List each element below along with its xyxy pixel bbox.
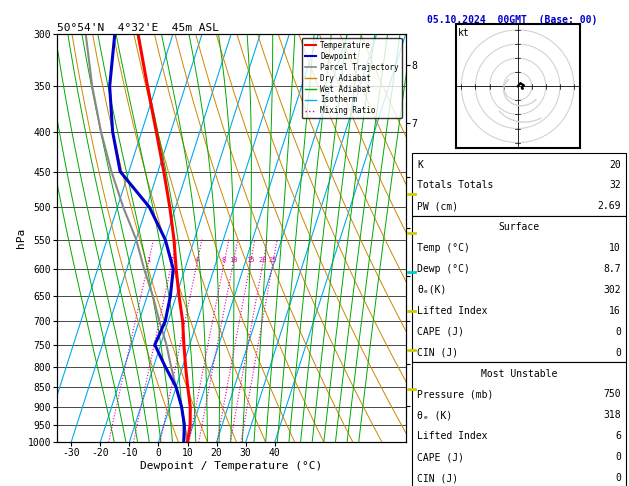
Text: PW (cm): PW (cm)	[417, 201, 458, 211]
Text: Totals Totals: Totals Totals	[417, 180, 493, 191]
Text: 2: 2	[170, 258, 174, 263]
Text: 0: 0	[615, 347, 621, 358]
Text: 1: 1	[146, 258, 150, 263]
Text: 0: 0	[615, 473, 621, 483]
Text: 15: 15	[246, 258, 255, 263]
Text: Most Unstable: Most Unstable	[481, 368, 557, 379]
Text: 25: 25	[269, 258, 277, 263]
Text: Temp (°C): Temp (°C)	[417, 243, 470, 253]
Text: Pressure (mb): Pressure (mb)	[417, 389, 493, 399]
Text: 32: 32	[609, 180, 621, 191]
Text: CIN (J): CIN (J)	[417, 347, 458, 358]
Text: 2.69: 2.69	[598, 201, 621, 211]
Text: CIN (J): CIN (J)	[417, 473, 458, 483]
Text: LCL: LCL	[411, 438, 426, 447]
Text: 0: 0	[615, 327, 621, 337]
Text: Lifted Index: Lifted Index	[417, 431, 487, 441]
Text: 8.7: 8.7	[603, 264, 621, 274]
Text: 750: 750	[603, 389, 621, 399]
Text: 4: 4	[195, 258, 199, 263]
X-axis label: Dewpoint / Temperature (°C): Dewpoint / Temperature (°C)	[140, 461, 322, 470]
Text: Mixing Ratio (g/kg): Mixing Ratio (g/kg)	[559, 191, 567, 286]
Y-axis label: hPa: hPa	[16, 228, 26, 248]
Text: 10: 10	[229, 258, 238, 263]
Text: CAPE (J): CAPE (J)	[417, 327, 464, 337]
Text: θₑ(K): θₑ(K)	[417, 285, 447, 295]
Text: 0: 0	[615, 452, 621, 462]
Text: 8: 8	[222, 258, 226, 263]
Y-axis label: km
ASL: km ASL	[418, 229, 440, 247]
Text: kt: kt	[458, 28, 470, 38]
Text: CAPE (J): CAPE (J)	[417, 452, 464, 462]
Text: 6: 6	[615, 431, 621, 441]
Text: 318: 318	[603, 410, 621, 420]
Text: 302: 302	[603, 285, 621, 295]
Text: Surface: Surface	[498, 222, 540, 232]
Legend: Temperature, Dewpoint, Parcel Trajectory, Dry Adiabat, Wet Adiabat, Isotherm, Mi: Temperature, Dewpoint, Parcel Trajectory…	[302, 38, 402, 119]
Text: Dewp (°C): Dewp (°C)	[417, 264, 470, 274]
Text: 10: 10	[609, 243, 621, 253]
Text: 05.10.2024  00GMT  (Base: 00): 05.10.2024 00GMT (Base: 00)	[428, 15, 598, 25]
Text: 20: 20	[259, 258, 267, 263]
Text: 16: 16	[609, 306, 621, 316]
Text: Lifted Index: Lifted Index	[417, 306, 487, 316]
Text: 20: 20	[609, 159, 621, 170]
Text: 50°54'N  4°32'E  45m ASL: 50°54'N 4°32'E 45m ASL	[57, 23, 219, 33]
Text: K: K	[417, 159, 423, 170]
Text: θₑ (K): θₑ (K)	[417, 410, 452, 420]
Text: © weatheronline.co.uk: © weatheronline.co.uk	[467, 474, 571, 484]
